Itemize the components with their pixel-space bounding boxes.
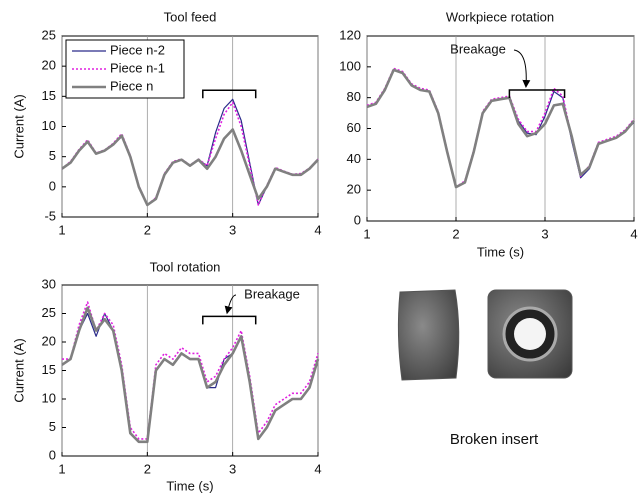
annotation: Breakage [244, 286, 300, 301]
legend-label: Piece n [110, 78, 153, 93]
x-tick-label: 1 [58, 222, 65, 237]
series-line [62, 308, 318, 442]
chart-title: Workpiece rotation [446, 9, 554, 24]
y-tick-label: -5 [44, 208, 56, 223]
y-tick-label: 5 [49, 148, 56, 163]
legend-label: Piece n-2 [110, 42, 165, 57]
x-tick-label: 4 [314, 461, 321, 476]
x-tick-label: 1 [58, 461, 65, 476]
x-tick-label: 3 [229, 222, 236, 237]
x-tick-label: 2 [144, 222, 151, 237]
breakage-bracket [203, 90, 256, 98]
y-tick-label: 0 [354, 212, 361, 227]
x-axis-label: Time (s) [166, 478, 213, 493]
breakage-bracket [509, 90, 564, 98]
plot-frame [367, 36, 634, 221]
annotation: Breakage [450, 41, 506, 56]
insert-left [398, 290, 458, 380]
x-tick-label: 2 [452, 226, 459, 241]
x-axis-label: Time (s) [477, 244, 524, 259]
breakage-bracket [203, 316, 256, 324]
y-tick-label: 20 [42, 333, 56, 348]
chart-title: Tool feed [164, 9, 217, 24]
annotation-arrow [227, 295, 236, 312]
y-tick-label: 0 [49, 447, 56, 462]
y-tick-label: 15 [42, 362, 56, 377]
y-tick-label: 25 [42, 27, 56, 42]
series-line [62, 102, 318, 204]
x-tick-label: 1 [363, 226, 370, 241]
photo-caption: Broken insert [450, 431, 539, 448]
x-tick-label: 4 [314, 222, 321, 237]
legend-label: Piece n-1 [110, 60, 165, 75]
y-axis-label: Current (A) [11, 94, 26, 158]
x-tick-label: 3 [229, 461, 236, 476]
insert-hole-center [514, 318, 546, 350]
y-tick-label: 0 [49, 178, 56, 193]
y-tick-label: 5 [49, 419, 56, 434]
y-tick-label: 10 [42, 118, 56, 133]
series-line [367, 68, 634, 187]
y-axis-label: Current (A) [11, 338, 26, 402]
series-line [367, 70, 634, 187]
x-tick-label: 4 [630, 226, 637, 241]
y-tick-label: 25 [42, 305, 56, 320]
x-tick-label: 3 [541, 226, 548, 241]
y-tick-label: 120 [339, 27, 361, 42]
y-tick-label: 15 [42, 88, 56, 103]
y-tick-label: 100 [339, 58, 361, 73]
y-tick-label: 20 [42, 58, 56, 73]
series-line [62, 314, 318, 442]
y-tick-label: 30 [42, 276, 56, 291]
x-tick-label: 2 [144, 461, 151, 476]
y-tick-label: 60 [347, 120, 361, 135]
y-tick-label: 10 [42, 390, 56, 405]
photo: Broken insert [398, 290, 572, 448]
y-tick-label: 40 [347, 151, 361, 166]
y-tick-label: 80 [347, 89, 361, 104]
series-line [62, 302, 318, 439]
plot-frame [62, 285, 318, 456]
annotation-arrow [514, 50, 526, 86]
series-line [62, 130, 318, 205]
figure: Broken insert Tool feed1234-50510152025C… [0, 0, 643, 494]
chart-title: Tool rotation [150, 259, 221, 274]
y-tick-label: 20 [347, 182, 361, 197]
series-line [367, 70, 634, 187]
